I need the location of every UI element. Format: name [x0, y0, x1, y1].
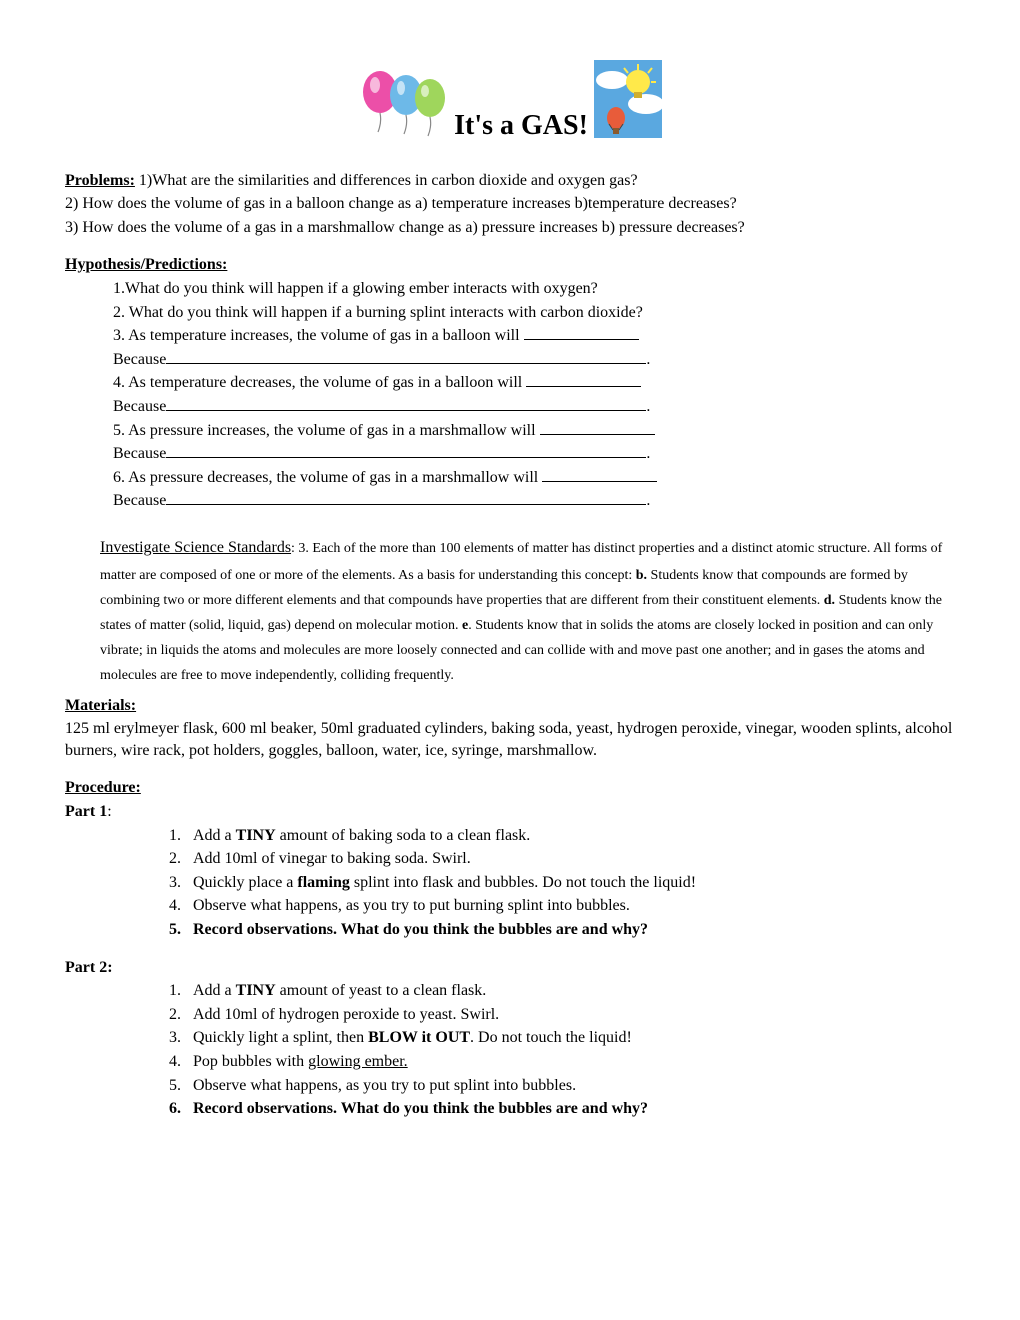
problems-heading: Problems: — [65, 172, 135, 189]
because-label: Because — [113, 445, 166, 462]
part1-step4: Observe what happens, as you try to put … — [185, 895, 955, 917]
part2-step1: Add a TINY amount of yeast to a clean fl… — [185, 980, 955, 1002]
part2-step2: Add 10ml of hydrogen peroxide to yeast. … — [185, 1004, 955, 1026]
blank-line[interactable] — [524, 339, 639, 340]
part1-step5: Record observations. What do you think t… — [185, 919, 955, 941]
hypothesis-3-because: Because. — [113, 349, 795, 371]
hypothesis-1: 1.What do you think will happen if a glo… — [113, 278, 795, 300]
page-title: It's a GAS! — [454, 107, 588, 145]
blank-line[interactable] — [540, 434, 655, 435]
idea-icon — [594, 60, 662, 145]
because-label: Because — [113, 492, 166, 509]
part2-step3: Quickly light a splint, then BLOW it OUT… — [185, 1027, 955, 1049]
standards-d-label: d. — [824, 593, 835, 608]
part2-step5: Observe what happens, as you try to put … — [185, 1075, 955, 1097]
hypothesis-block: 1.What do you think will happen if a glo… — [113, 278, 795, 512]
standards-heading: Investigate Science Standards — [100, 539, 291, 556]
hypothesis-2: 2. What do you think will happen if a bu… — [113, 302, 795, 324]
hypothesis-6-text: 6. As pressure decreases, the volume of … — [113, 469, 542, 486]
balloons-icon — [358, 60, 448, 145]
part2-step4: Pop bubbles with glowing ember. — [185, 1051, 955, 1073]
procedure-heading: Procedure: — [65, 779, 141, 796]
hypothesis-6: 6. As pressure decreases, the volume of … — [113, 467, 795, 489]
hypothesis-5-because: Because. — [113, 443, 795, 465]
title-row: It's a GAS! — [65, 60, 955, 145]
standards-block: Investigate Science Standards: 3. Each o… — [100, 534, 955, 689]
hypothesis-5: 5. As pressure increases, the volume of … — [113, 420, 795, 442]
part1-step3: Quickly place a flaming splint into flas… — [185, 872, 955, 894]
blank-line[interactable] — [542, 481, 657, 482]
hypothesis-3-text: 3. As temperature increases, the volume … — [113, 327, 524, 344]
part2-list: Add a TINY amount of yeast to a clean fl… — [65, 980, 955, 1120]
part2-label: Part 2: — [65, 957, 955, 979]
problems-line1: Problems: 1)What are the similarities an… — [65, 170, 955, 192]
period: . — [646, 492, 650, 509]
hypothesis-6-because: Because. — [113, 490, 795, 512]
hypothesis-heading-line: Hypothesis/Predictions: — [65, 254, 955, 276]
blank-line[interactable] — [526, 386, 641, 387]
because-label: Because — [113, 351, 166, 368]
period: . — [646, 398, 650, 415]
hypothesis-heading: Hypothesis/Predictions: — [65, 256, 227, 273]
problem-1: 1)What are the similarities and differen… — [135, 172, 638, 189]
materials-heading: Materials: — [65, 697, 136, 714]
hypothesis-5-text: 5. As pressure increases, the volume of … — [113, 422, 540, 439]
because-label: Because — [113, 398, 166, 415]
blank-line[interactable] — [166, 363, 646, 364]
part1-label-line: Part 1: — [65, 801, 955, 823]
part2-step6: Record observations. What do you think t… — [185, 1098, 955, 1120]
period: . — [646, 445, 650, 462]
blank-line[interactable] — [166, 457, 646, 458]
problem-2: 2) How does the volume of gas in a ballo… — [65, 193, 955, 215]
materials-text: 125 ml erylmeyer flask, 600 ml beaker, 5… — [65, 718, 955, 761]
part1-list: Add a TINY amount of baking soda to a cl… — [65, 825, 955, 941]
part1-label: Part 1 — [65, 803, 107, 820]
part1-step2: Add 10ml of vinegar to baking soda. Swir… — [185, 848, 955, 870]
standards-b-label: b. — [636, 568, 647, 583]
hypothesis-4-text: 4. As temperature decreases, the volume … — [113, 374, 526, 391]
blank-line[interactable] — [166, 410, 646, 411]
blank-line[interactable] — [166, 504, 646, 505]
problem-3: 3) How does the volume of a gas in a mar… — [65, 217, 955, 239]
materials-heading-line: Materials: — [65, 695, 955, 717]
part1-step1: Add a TINY amount of baking soda to a cl… — [185, 825, 955, 847]
procedure-heading-line: Procedure: — [65, 777, 955, 799]
period: . — [646, 351, 650, 368]
hypothesis-4-because: Because. — [113, 396, 795, 418]
hypothesis-3: 3. As temperature increases, the volume … — [113, 325, 795, 347]
hypothesis-4: 4. As temperature decreases, the volume … — [113, 372, 795, 394]
